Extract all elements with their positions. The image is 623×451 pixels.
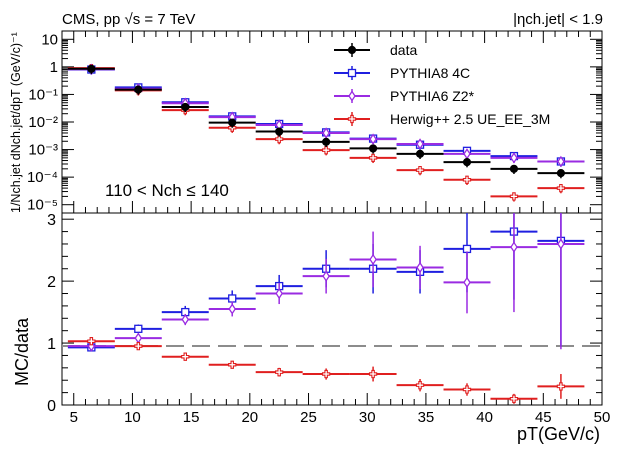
lower-tick-label: 3 [47, 212, 56, 229]
upper-point-marker [322, 137, 331, 146]
lower-y-ticks: 0 1 2 3 [47, 212, 602, 415]
upper-point-marker [368, 144, 378, 153]
lower-y-axis-label: MC/data [12, 317, 32, 386]
lower-point-marker [368, 369, 378, 379]
x-tick-label: 15 [183, 409, 200, 426]
legend-marker [347, 45, 357, 55]
legend: data PYTHIA8 4C PYTHIA6 Z2* Herwig++ 2.5 UE… [334, 42, 550, 127]
upper-y-axis-label: 1/Nch.jet dNch.jet/dpT (GeV/c)⁻¹ [9, 32, 23, 213]
lower-point-marker [275, 287, 283, 300]
x-tick-label: 50 [594, 409, 611, 426]
upper-point-marker [275, 134, 284, 144]
lower-tick-label: 2 [47, 274, 56, 291]
upper-y-ticks: 10 1 10⁻¹ 10⁻² 10⁻³ 10⁻⁴ 10⁻⁵ [27, 30, 602, 214]
lower-point-marker [462, 385, 472, 394]
x-tick-label: 35 [418, 409, 435, 426]
lower-point-marker [134, 332, 143, 344]
upper-tick-label: 10⁻⁴ [27, 169, 58, 186]
lower-point-marker [415, 381, 425, 390]
multiplicity-annotation: 110 < Nch ≤ 140 [105, 181, 229, 200]
x-ticks: 5 10 15 20 25 30 35 40 45 50 [70, 31, 611, 426]
legend-marker [347, 68, 357, 78]
upper-tick-label: 10⁻³ [28, 142, 58, 159]
lower-point-marker [369, 253, 377, 266]
legend-label: PYTHIA6 Z2* [390, 88, 475, 104]
upper-tick-label: 1 [50, 59, 58, 76]
lower-point-marker [228, 294, 237, 303]
x-tick-label: 5 [70, 409, 78, 426]
upper-point-marker [415, 165, 425, 175]
upper-tick-label: 10⁻⁵ [27, 197, 58, 214]
upper-point-marker [368, 153, 378, 163]
upper-point-marker [510, 152, 518, 164]
lower-tick-label: 0 [47, 398, 56, 415]
upper-point-marker [462, 175, 472, 184]
lower-point-marker [557, 238, 565, 250]
cms-title: CMS, pp √s = 7 TeV [62, 11, 195, 28]
upper-point-marker [321, 146, 331, 155]
lower-point-marker [462, 244, 472, 254]
lower-point-marker [322, 270, 330, 282]
upper-point-marker [557, 155, 565, 168]
legend-marker [348, 90, 356, 102]
lower-point-marker [463, 276, 471, 289]
upper-tick-label: 10⁻¹ [28, 86, 58, 103]
legend-marker [347, 114, 357, 124]
lower-point-marker [228, 360, 237, 369]
upper-point-marker [87, 64, 96, 73]
upper-point-marker [228, 118, 237, 127]
lower-series-group [67, 213, 585, 404]
legend-label: PYTHIA8 4C [390, 65, 470, 81]
lower-point-marker [275, 368, 284, 377]
x-axis-label: pT(GeV/c) [517, 424, 600, 444]
upper-point-marker [134, 85, 143, 94]
upper-point-marker [416, 138, 424, 150]
upper-point-marker [556, 169, 566, 178]
legend-label: Herwig++ 2.5 UE_EE_3M [390, 111, 550, 127]
x-tick-label: 40 [476, 409, 493, 426]
x-tick-label: 20 [241, 409, 258, 426]
lower-point-marker [510, 241, 518, 253]
upper-point-marker [509, 192, 519, 201]
upper-point-marker [369, 133, 377, 145]
upper-point-marker [415, 149, 425, 158]
lower-point-marker [416, 261, 424, 274]
x-tick-label: 25 [300, 409, 317, 426]
lower-point-marker [134, 324, 143, 333]
upper-series-group [67, 63, 585, 202]
upper-point-marker [556, 183, 566, 193]
lower-panel-frame [61, 212, 603, 406]
x-tick-label: 30 [359, 409, 376, 426]
upper-tick-label: 10 [41, 31, 58, 48]
lower-point-marker [87, 337, 96, 346]
lower-tick-label: 1 [47, 336, 56, 353]
upper-point-marker [322, 127, 330, 139]
upper-tick-label: 10⁻² [28, 114, 58, 131]
upper-point-marker [275, 127, 284, 136]
lower-point-marker [228, 303, 236, 315]
lower-point-marker [181, 313, 190, 326]
lower-point-marker [556, 382, 566, 391]
eta-cut-label: |ηch.jet| < 1.9 [513, 11, 603, 28]
upper-point-marker [181, 102, 190, 112]
legend-label: data [390, 42, 417, 58]
lower-point-marker [509, 394, 519, 403]
upper-point-marker [462, 158, 472, 167]
lower-point-marker [181, 352, 190, 361]
lower-point-marker [321, 369, 331, 379]
lower-point-marker [134, 342, 143, 351]
x-tick-label: 10 [124, 409, 141, 426]
upper-point-marker [509, 164, 519, 173]
x-tick-label: 45 [535, 409, 552, 426]
